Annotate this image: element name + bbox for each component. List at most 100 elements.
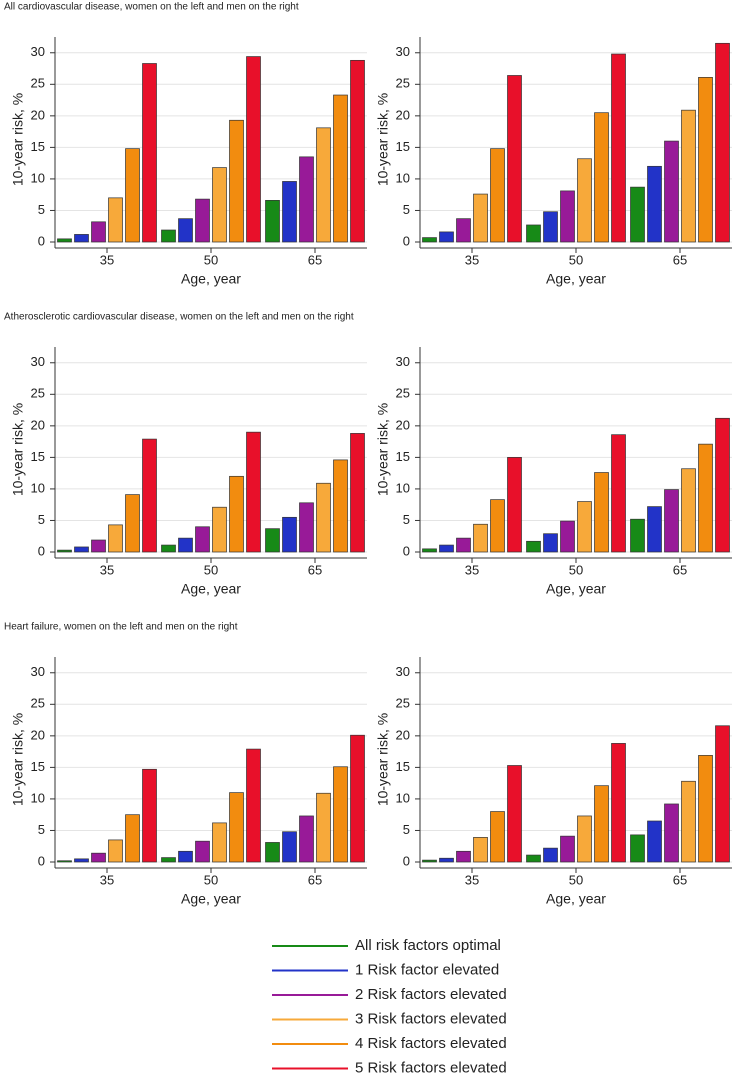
bar xyxy=(698,77,713,243)
bar xyxy=(212,822,227,863)
bar xyxy=(543,533,558,553)
y-tick-label: 5 xyxy=(38,512,45,527)
bar xyxy=(178,537,193,553)
y-axis-label: 10-year risk, % xyxy=(10,93,26,186)
x-tick-label: 50 xyxy=(569,872,583,887)
y-tick-label: 30 xyxy=(396,664,410,679)
bar xyxy=(664,489,679,553)
y-tick-label: 25 xyxy=(396,76,410,91)
x-axis-label: Age, year xyxy=(546,891,606,907)
y-tick-label: 25 xyxy=(396,696,410,711)
bar xyxy=(316,127,331,243)
x-tick-label: 65 xyxy=(673,562,687,577)
y-tick-label: 30 xyxy=(396,44,410,59)
x-tick-label: 65 xyxy=(308,872,322,887)
bar xyxy=(681,780,696,863)
y-axis-label: 10-year risk, % xyxy=(375,93,391,186)
panel-title: Atherosclerotic cardiovascular disease, … xyxy=(4,312,354,323)
bar xyxy=(57,238,72,243)
bar xyxy=(246,748,261,863)
y-axis-label: 10-year risk, % xyxy=(10,403,26,496)
bar xyxy=(698,443,713,553)
bar xyxy=(473,523,488,553)
x-tick-label: 50 xyxy=(204,872,218,887)
bar xyxy=(333,94,348,243)
bar xyxy=(178,850,193,863)
bar xyxy=(526,224,541,243)
y-tick-label: 0 xyxy=(403,543,410,558)
bar xyxy=(647,165,662,243)
bar xyxy=(212,167,227,243)
legend-label: 4 Risk factors elevated xyxy=(355,1035,507,1052)
bar xyxy=(74,858,89,863)
bar xyxy=(350,59,365,243)
bar xyxy=(664,140,679,243)
bar xyxy=(299,502,314,553)
y-tick-label: 15 xyxy=(31,759,45,774)
x-tick-label: 35 xyxy=(465,252,479,267)
bar xyxy=(594,472,609,553)
bar xyxy=(74,234,89,243)
bar xyxy=(125,814,140,863)
bar xyxy=(212,506,227,553)
bar xyxy=(316,482,331,553)
bar xyxy=(456,537,471,553)
y-tick-label: 5 xyxy=(403,202,410,217)
bar xyxy=(630,518,645,553)
y-tick-label: 15 xyxy=(396,139,410,154)
y-tick-label: 25 xyxy=(31,386,45,401)
y-tick-label: 30 xyxy=(31,354,45,369)
y-tick-label: 10 xyxy=(31,790,45,805)
bar xyxy=(543,847,558,863)
bar xyxy=(282,831,297,863)
x-tick-label: 65 xyxy=(308,562,322,577)
y-tick-label: 30 xyxy=(31,664,45,679)
bar xyxy=(299,815,314,863)
bar xyxy=(594,112,609,243)
bar xyxy=(560,520,575,553)
bar xyxy=(647,820,662,863)
bar xyxy=(229,119,244,243)
y-tick-label: 0 xyxy=(403,853,410,868)
bar xyxy=(507,457,522,553)
bar xyxy=(333,766,348,863)
x-axis-label: Age, year xyxy=(181,581,241,597)
bar xyxy=(490,148,505,243)
bar xyxy=(681,468,696,553)
panel-title: Heart failure, women on the left and men… xyxy=(4,622,238,633)
bar xyxy=(282,516,297,553)
y-tick-label: 5 xyxy=(38,822,45,837)
x-tick-label: 50 xyxy=(204,562,218,577)
bar xyxy=(350,734,365,863)
bar xyxy=(490,499,505,553)
y-tick-label: 15 xyxy=(31,139,45,154)
legend-label: 5 Risk factors elevated xyxy=(355,1059,507,1076)
bar xyxy=(456,218,471,243)
bar xyxy=(299,156,314,243)
bar xyxy=(507,75,522,243)
y-tick-label: 25 xyxy=(31,76,45,91)
bar xyxy=(246,431,261,553)
bar xyxy=(91,539,106,553)
y-tick-label: 30 xyxy=(396,354,410,369)
x-tick-label: 65 xyxy=(673,872,687,887)
y-tick-label: 25 xyxy=(31,696,45,711)
bar xyxy=(439,544,454,553)
bar xyxy=(265,842,280,863)
bar xyxy=(161,229,176,243)
x-tick-label: 65 xyxy=(673,252,687,267)
y-tick-label: 5 xyxy=(403,512,410,527)
bar xyxy=(526,854,541,863)
y-tick-label: 20 xyxy=(396,727,410,742)
bar xyxy=(108,524,123,553)
bar xyxy=(265,200,280,243)
bar xyxy=(178,218,193,243)
y-tick-label: 10 xyxy=(396,790,410,805)
bar xyxy=(577,501,592,553)
bar xyxy=(698,755,713,863)
bar xyxy=(333,459,348,553)
y-tick-label: 20 xyxy=(31,107,45,122)
bar xyxy=(715,725,730,863)
bar xyxy=(577,158,592,243)
